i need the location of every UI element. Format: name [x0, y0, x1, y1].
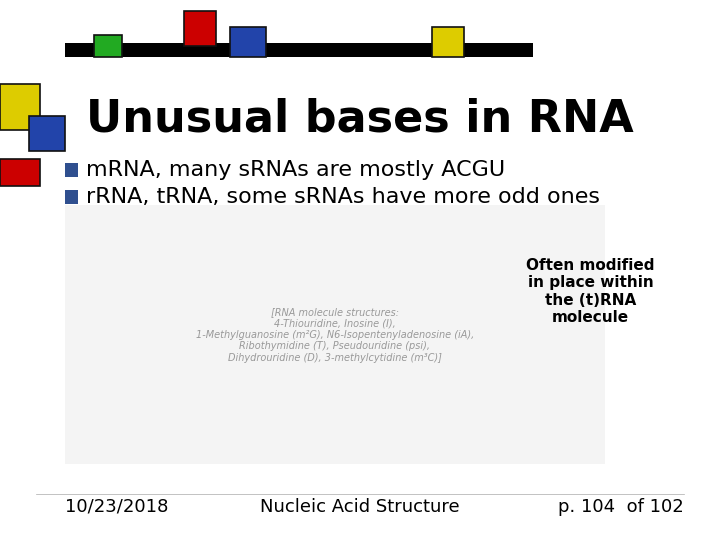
Bar: [432, 27, 464, 57]
Bar: [65, 43, 533, 57]
Bar: [230, 27, 266, 57]
Text: [RNA molecule structures:
4-Thiouridine, Inosine (I),
1-Methylguanosine (m²G), N: [RNA molecule structures: 4-Thiouridine,…: [196, 307, 474, 363]
Text: Nucleic Acid Structure: Nucleic Acid Structure: [260, 498, 460, 516]
Bar: [0, 159, 40, 186]
Bar: [94, 35, 122, 57]
Bar: [65, 205, 605, 464]
Bar: [184, 11, 216, 46]
Text: 10/23/2018: 10/23/2018: [65, 498, 168, 516]
Bar: [65, 190, 78, 204]
Text: rRNA, tRNA, some sRNAs have more odd ones: rRNA, tRNA, some sRNAs have more odd one…: [86, 187, 600, 207]
Text: p. 104  of 102: p. 104 of 102: [558, 498, 684, 516]
Bar: [65, 163, 78, 177]
Text: Unusual bases in RNA: Unusual bases in RNA: [86, 97, 634, 140]
Text: mRNA, many sRNAs are mostly ACGU: mRNA, many sRNAs are mostly ACGU: [86, 160, 505, 180]
Bar: [29, 116, 65, 151]
Text: Often modified
in place within
the (t)RNA
molecule: Often modified in place within the (t)RN…: [526, 258, 654, 325]
Bar: [0, 84, 40, 130]
